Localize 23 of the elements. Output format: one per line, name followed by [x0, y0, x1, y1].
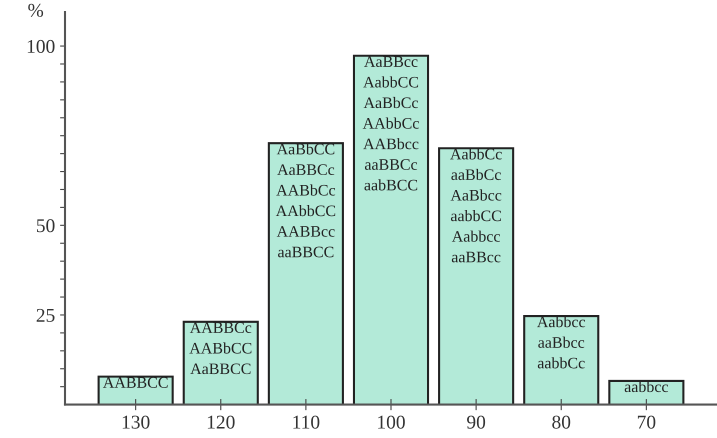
bar	[182, 320, 259, 405]
annotation: AaBbCC AaBBCc AABbCc AAbbCC AABBcc aaBBCC	[276, 143, 336, 258]
x-tick-label: 80	[552, 416, 570, 429]
x-tick-label: 110	[293, 416, 320, 429]
annotation: aabbcc	[624, 380, 668, 392]
bar	[352, 54, 430, 405]
y-axis-title: %	[28, 4, 44, 17]
x-tick-label: 100	[378, 416, 405, 429]
x-tick-label: 130	[122, 416, 150, 429]
annotation: AabbCc aaBbCc AaBbcc aabbCC Aabbcc aaBBcc	[450, 148, 502, 262]
annotation: AABBCC	[102, 377, 168, 388]
x-tick-label: 120	[208, 416, 235, 429]
annotation: AABBCc AABbCC AaBBCC	[189, 322, 252, 374]
bar	[268, 142, 344, 405]
annotation: Aabbcc aaBbcc aabbCc	[537, 316, 586, 368]
bar	[523, 314, 600, 405]
x-tick-label: 70	[638, 416, 656, 429]
y-tick-label: 50	[36, 219, 55, 232]
y-tick-label: 25	[36, 308, 55, 322]
annotation: AaBBcc AabbCC AaBbCc AAbbCc AABbcc aaBBCc aabBCC	[362, 56, 419, 190]
bar	[438, 147, 514, 405]
x-tick-label: 90	[467, 416, 486, 429]
y-tick-label: 100	[28, 40, 55, 53]
